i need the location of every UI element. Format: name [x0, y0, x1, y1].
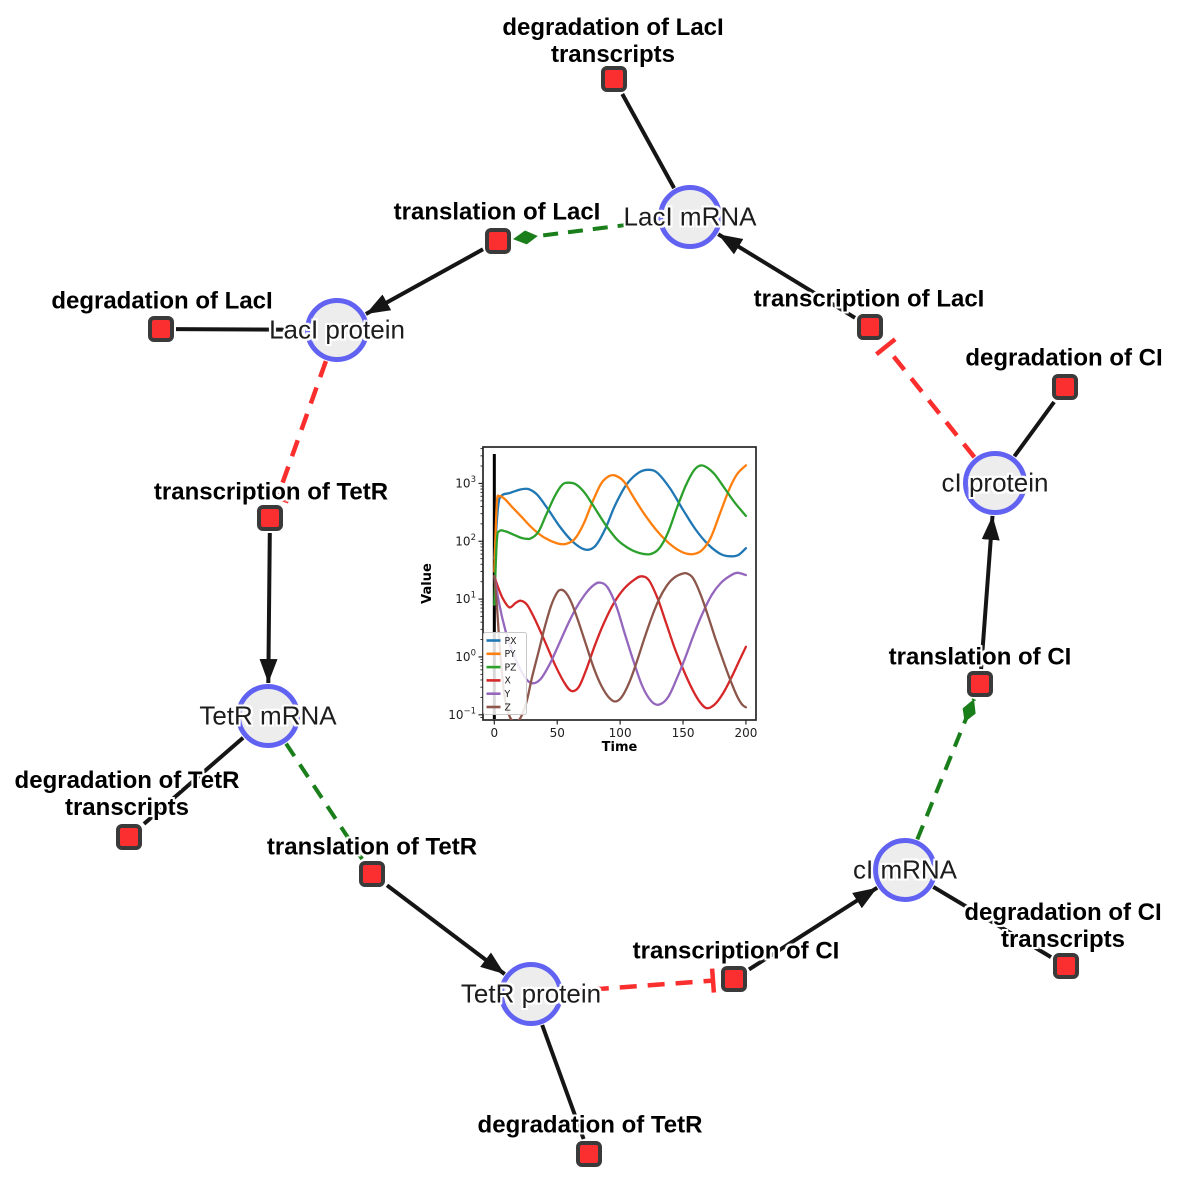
- edge-production-translation_laci-laci_protein: [364, 247, 484, 316]
- y-axis-label: Value: [420, 563, 435, 604]
- edge-inhibition-laci_protein-transcription_tetr: [265, 360, 329, 504]
- reaction-node-deg_ci_transcripts[interactable]: [1053, 953, 1079, 979]
- edge-production-transcription_ci-ci_mrna: [747, 886, 879, 972]
- plot-box: [482, 446, 757, 721]
- reaction-label-line: transcription of TetR: [153, 478, 389, 506]
- reaction-node-transcription_laci[interactable]: [857, 314, 883, 340]
- species-label-laci_mrna: LacI mRNA: [623, 201, 757, 232]
- species-label-tetr_mrna: TetR mRNA: [199, 700, 337, 731]
- x-tick-label-200: 200: [734, 726, 757, 740]
- species-node-tetr_protein[interactable]: [499, 962, 563, 1026]
- reaction-label-transcription_tetr: transcription of TetR: [154, 479, 388, 506]
- reaction-node-deg_laci_transcripts[interactable]: [601, 66, 627, 92]
- legend-label-PX: PX: [505, 636, 518, 647]
- reaction-label-line: degradation of LacI: [51, 287, 273, 315]
- edge-production-translation_ci-ci_protein: [979, 515, 1000, 670]
- reaction-node-translation_tetr[interactable]: [359, 861, 385, 887]
- edge-inhibition-ci_protein-transcription_laci: [875, 337, 977, 459]
- species-node-laci_protein[interactable]: [305, 298, 369, 362]
- reaction-label-line: degradation of TetR: [477, 1111, 703, 1139]
- edge-consumption-laci_protein-degradation_laci: [175, 327, 305, 332]
- species-node-ci_protein[interactable]: [963, 451, 1027, 515]
- reaction-node-translation_ci[interactable]: [967, 671, 993, 697]
- edge-consumption-ci_protein-degradation_ci: [1012, 400, 1056, 458]
- edge-production-translation_tetr-tetr_protein: [385, 883, 506, 976]
- x-axis-label: Time: [602, 740, 638, 755]
- reaction-label-transcription_laci: transcription of LacI: [754, 286, 985, 313]
- reaction-label-line: transcripts: [64, 794, 190, 821]
- reaction-label-line: degradation of CI: [965, 344, 1163, 372]
- x-tick-label-100: 100: [609, 726, 632, 740]
- reaction-label-line: degradation of CI: [964, 899, 1162, 926]
- reaction-label-deg_tetr_transcripts: degradation of TetR transcripts: [15, 767, 240, 821]
- reaction-label-deg_ci_transcripts: degradation of CI transcripts: [964, 899, 1161, 953]
- legend-label-PZ: PZ: [505, 662, 517, 673]
- reaction-node-translation_laci[interactable]: [485, 228, 511, 254]
- reaction-label-degradation_tetr: degradation of TetR: [478, 1112, 703, 1139]
- reaction-label-degradation_ci: degradation of CI: [965, 345, 1162, 372]
- edge-production-transcription_tetr-tetr_mrna: [259, 532, 278, 684]
- reaction-label-degradation_laci: degradation of LacI: [51, 288, 272, 315]
- series-Y-curve: [493, 571, 748, 706]
- x-tick-label-0: 0: [491, 726, 499, 740]
- legend-label-PY: PY: [505, 649, 516, 660]
- reaction-label-deg_laci_transcripts: degradation of LacI transcripts: [502, 14, 723, 68]
- series-PY-curve: [493, 464, 748, 573]
- reaction-label-line: translation of CI: [888, 643, 1072, 671]
- legend: PX PY PZ XYZ: [483, 632, 527, 715]
- species-label-ci_protein: cI protein: [941, 467, 1049, 498]
- series-X-curve: [493, 574, 748, 710]
- edge-production-transcription_laci-laci_mrna: [717, 232, 857, 320]
- edge-consumption-tetr_protein-degradation_tetr: [540, 1024, 586, 1140]
- reaction-label-translation_tetr: translation of TetR: [267, 834, 477, 861]
- reaction-node-degradation_ci[interactable]: [1052, 374, 1078, 400]
- x-tick-label-50: 50: [550, 726, 565, 740]
- y-tick-label-10^3: 103: [455, 475, 476, 491]
- reaction-label-line: transcripts: [1000, 926, 1126, 953]
- reaction-label-line: translation of LacI: [393, 198, 601, 226]
- species-label-tetr_protein: TetR protein: [460, 978, 602, 1009]
- reaction-node-transcription_tetr[interactable]: [257, 505, 283, 531]
- reaction-label-transcription_ci: transcription of CI: [633, 938, 840, 965]
- species-node-laci_mrna[interactable]: [658, 185, 722, 249]
- edge-consumption-laci_mrna-deg_laci_transcripts: [620, 93, 676, 190]
- reaction-node-degradation_laci[interactable]: [148, 316, 174, 342]
- reaction-label-translation_ci: translation of CI: [889, 644, 1072, 671]
- reaction-label-line: transcripts: [550, 41, 676, 68]
- reaction-label-line: transcription of LacI: [753, 285, 985, 313]
- reaction-label-line: translation of TetR: [266, 833, 478, 861]
- legend-label-Z: Z: [505, 702, 511, 713]
- species-node-ci_mrna[interactable]: [873, 838, 937, 902]
- legend-label-X: X: [505, 676, 512, 687]
- reaction-node-degradation_tetr[interactable]: [576, 1141, 602, 1167]
- reaction-label-line: degradation of TetR: [14, 767, 240, 794]
- series-Z-curve: [493, 571, 748, 720]
- y-tick-label-10^2: 102: [455, 533, 476, 549]
- reaction-node-deg_tetr_transcripts[interactable]: [116, 824, 142, 850]
- x-tick-label-150: 150: [672, 726, 695, 740]
- species-label-laci_protein: LacI protein: [269, 314, 405, 345]
- series-PZ-curve: [493, 464, 748, 606]
- legend-label-Y: Y: [504, 689, 511, 700]
- y-tick-label-10^1: 101: [455, 591, 476, 607]
- species-label-ci_mrna: cI mRNA: [853, 854, 957, 885]
- edge-inhibition-tetr_protein-transcription_ci: [563, 968, 717, 994]
- reaction-node-transcription_ci[interactable]: [721, 966, 747, 992]
- y-tick-label-10^0: 100: [455, 648, 476, 664]
- edge-consumption-tetr_mrna-deg_tetr_transcripts: [142, 736, 245, 826]
- reaction-label-line: degradation of LacI: [502, 14, 724, 41]
- inset-plot: 103 102 101 100 10−1 0 50 100 150 200 Time Value PX P…: [415, 430, 775, 770]
- edge-consumption-ci_mrna-deg_ci_transcripts: [932, 885, 1053, 959]
- y-tick-label-10^-1: 10−1: [448, 706, 476, 722]
- species-node-tetr_mrna[interactable]: [236, 684, 300, 748]
- edge-modifier-ci_mrna-translation_ci: [915, 698, 976, 841]
- reaction-label-translation_laci: translation of LacI: [394, 199, 601, 226]
- reaction-label-line: transcription of CI: [632, 937, 840, 965]
